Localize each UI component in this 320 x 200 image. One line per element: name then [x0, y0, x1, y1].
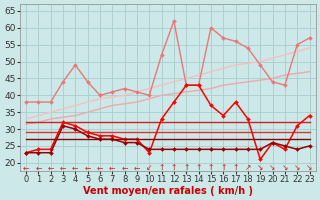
Text: ←: ←	[23, 163, 29, 172]
Text: ←: ←	[84, 163, 91, 172]
Text: ←: ←	[121, 163, 128, 172]
Text: ↑: ↑	[183, 163, 189, 172]
Text: ↘: ↘	[306, 163, 313, 172]
X-axis label: Vent moyen/en rafales ( km/h ): Vent moyen/en rafales ( km/h )	[83, 186, 253, 196]
Text: ←: ←	[47, 163, 54, 172]
Text: ←: ←	[97, 163, 103, 172]
Text: ↑: ↑	[208, 163, 214, 172]
Text: ↘: ↘	[257, 163, 263, 172]
Text: ↗: ↗	[245, 163, 251, 172]
Text: ←: ←	[35, 163, 42, 172]
Text: ↘: ↘	[269, 163, 276, 172]
Text: ←: ←	[60, 163, 66, 172]
Text: ↘: ↘	[294, 163, 300, 172]
Text: ←: ←	[109, 163, 116, 172]
Text: ↑: ↑	[220, 163, 227, 172]
Text: ↑: ↑	[196, 163, 202, 172]
Text: ←: ←	[72, 163, 78, 172]
Text: ↘: ↘	[282, 163, 288, 172]
Text: ↑: ↑	[232, 163, 239, 172]
Text: ↙: ↙	[146, 163, 152, 172]
Text: ↑: ↑	[158, 163, 165, 172]
Text: ←: ←	[134, 163, 140, 172]
Text: ↑: ↑	[171, 163, 177, 172]
